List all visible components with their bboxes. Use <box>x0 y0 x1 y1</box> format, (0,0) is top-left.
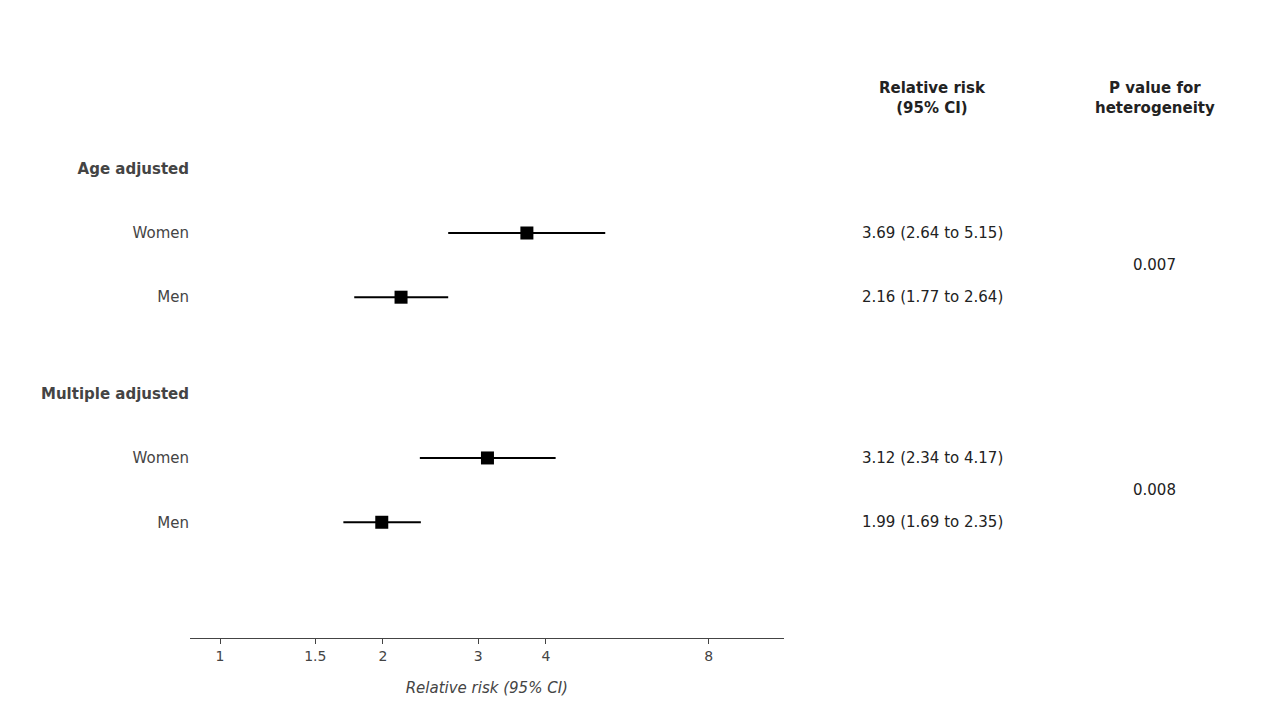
svg-text:Age adjusted: Age adjusted <box>78 160 189 178</box>
svg-text:1.5: 1.5 <box>304 648 326 664</box>
svg-text:1.99 (1.69 to 2.35): 1.99 (1.69 to 2.35) <box>862 513 1003 531</box>
svg-text:Women: Women <box>133 224 189 242</box>
svg-text:P value forheterogeneity: P value forheterogeneity <box>1095 79 1215 117</box>
svg-text:4: 4 <box>541 648 550 664</box>
svg-text:3.69 (2.64 to 5.15): 3.69 (2.64 to 5.15) <box>862 224 1003 242</box>
svg-text:0.008: 0.008 <box>1133 481 1176 499</box>
svg-text:Women: Women <box>133 449 189 467</box>
svg-text:Men: Men <box>157 514 189 532</box>
svg-text:Men: Men <box>157 288 189 306</box>
svg-text:1: 1 <box>216 648 225 664</box>
svg-text:8: 8 <box>704 648 713 664</box>
svg-text:2.16 (1.77 to 2.64): 2.16 (1.77 to 2.64) <box>862 288 1003 306</box>
svg-text:2: 2 <box>378 648 387 664</box>
svg-text:3.12 (2.34 to 4.17): 3.12 (2.34 to 4.17) <box>862 449 1003 467</box>
svg-text:3: 3 <box>474 648 483 664</box>
svg-text:Relative risk(95% CI): Relative risk(95% CI) <box>879 79 986 117</box>
svg-text:Relative risk (95% CI): Relative risk (95% CI) <box>406 679 568 697</box>
svg-text:0.007: 0.007 <box>1133 256 1176 274</box>
svg-text:Multiple adjusted: Multiple adjusted <box>41 385 189 403</box>
